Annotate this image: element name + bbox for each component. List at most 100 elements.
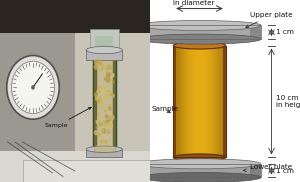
Bar: [187, 46, 188, 157]
Circle shape: [102, 120, 107, 127]
Circle shape: [101, 137, 102, 138]
Bar: [212, 46, 213, 157]
Bar: [173, 46, 176, 157]
Bar: [183, 46, 184, 157]
Bar: [204, 46, 205, 157]
Text: 1 cm: 1 cm: [276, 168, 294, 174]
Bar: [210, 46, 211, 157]
Bar: [190, 46, 191, 157]
Bar: [182, 46, 183, 157]
Circle shape: [111, 96, 113, 98]
Circle shape: [99, 98, 104, 105]
Bar: [173, 46, 226, 157]
Circle shape: [100, 139, 104, 144]
Bar: [199, 46, 200, 157]
Circle shape: [7, 56, 59, 119]
Text: Sample: Sample: [45, 107, 91, 128]
Circle shape: [104, 119, 110, 125]
Ellipse shape: [175, 162, 224, 166]
Ellipse shape: [86, 146, 122, 153]
Bar: [0, 151, 150, 182]
Bar: [223, 46, 224, 157]
Bar: [179, 46, 181, 157]
Text: 10 cm
in height: 10 cm in height: [276, 95, 300, 108]
Bar: [188, 46, 189, 157]
Bar: [173, 46, 174, 157]
Ellipse shape: [138, 159, 261, 169]
Ellipse shape: [138, 173, 261, 182]
Circle shape: [107, 104, 111, 109]
Circle shape: [94, 64, 98, 70]
Circle shape: [107, 87, 109, 90]
Circle shape: [100, 63, 101, 65]
Bar: [95, 36, 113, 51]
Bar: [184, 46, 185, 157]
Circle shape: [99, 134, 101, 137]
Bar: [90, 29, 118, 51]
Circle shape: [103, 86, 106, 91]
Ellipse shape: [138, 34, 261, 44]
Bar: [224, 46, 225, 157]
Circle shape: [102, 129, 104, 132]
Circle shape: [11, 61, 55, 114]
Circle shape: [100, 123, 101, 125]
Circle shape: [98, 85, 101, 89]
Bar: [138, 164, 261, 177]
Circle shape: [110, 93, 113, 96]
Bar: [220, 46, 221, 157]
Bar: [200, 46, 201, 157]
Circle shape: [94, 92, 98, 97]
Ellipse shape: [173, 154, 226, 161]
Bar: [189, 46, 190, 157]
Circle shape: [100, 140, 102, 143]
Bar: [174, 46, 175, 157]
Text: 1 cm: 1 cm: [276, 29, 294, 35]
Circle shape: [107, 64, 112, 70]
Circle shape: [108, 120, 109, 122]
Circle shape: [106, 77, 111, 83]
Circle shape: [99, 113, 101, 115]
Circle shape: [95, 98, 98, 101]
Circle shape: [98, 121, 102, 127]
Bar: [197, 46, 199, 157]
Circle shape: [104, 140, 107, 143]
Circle shape: [96, 63, 97, 65]
Bar: [213, 46, 214, 157]
Circle shape: [96, 126, 98, 129]
Text: 5 cm
in diameter: 5 cm in diameter: [173, 0, 214, 6]
Bar: [195, 46, 196, 157]
Circle shape: [110, 94, 112, 96]
Circle shape: [109, 90, 110, 92]
Bar: [205, 46, 206, 157]
Circle shape: [99, 68, 103, 72]
Bar: [178, 46, 179, 157]
Circle shape: [95, 95, 98, 98]
Circle shape: [106, 70, 108, 74]
Circle shape: [104, 140, 108, 144]
Circle shape: [105, 114, 109, 119]
Bar: [138, 164, 149, 177]
Circle shape: [112, 76, 113, 77]
Circle shape: [111, 78, 113, 80]
Circle shape: [98, 59, 103, 65]
Bar: [175, 39, 224, 44]
Circle shape: [110, 124, 113, 128]
Circle shape: [104, 141, 106, 143]
Bar: [185, 46, 186, 157]
Bar: [193, 46, 194, 157]
Bar: [138, 25, 261, 39]
Bar: [250, 25, 261, 39]
Bar: [221, 46, 223, 157]
Bar: [201, 46, 202, 157]
Circle shape: [106, 123, 111, 128]
Circle shape: [100, 88, 104, 94]
Circle shape: [95, 120, 98, 123]
Circle shape: [96, 90, 99, 93]
Text: Lower plate: Lower plate: [244, 164, 292, 172]
Circle shape: [95, 145, 98, 148]
Circle shape: [96, 122, 98, 125]
Circle shape: [99, 105, 103, 110]
Bar: [194, 46, 195, 157]
Circle shape: [98, 133, 101, 137]
Text: Upper plate: Upper plate: [246, 12, 292, 28]
